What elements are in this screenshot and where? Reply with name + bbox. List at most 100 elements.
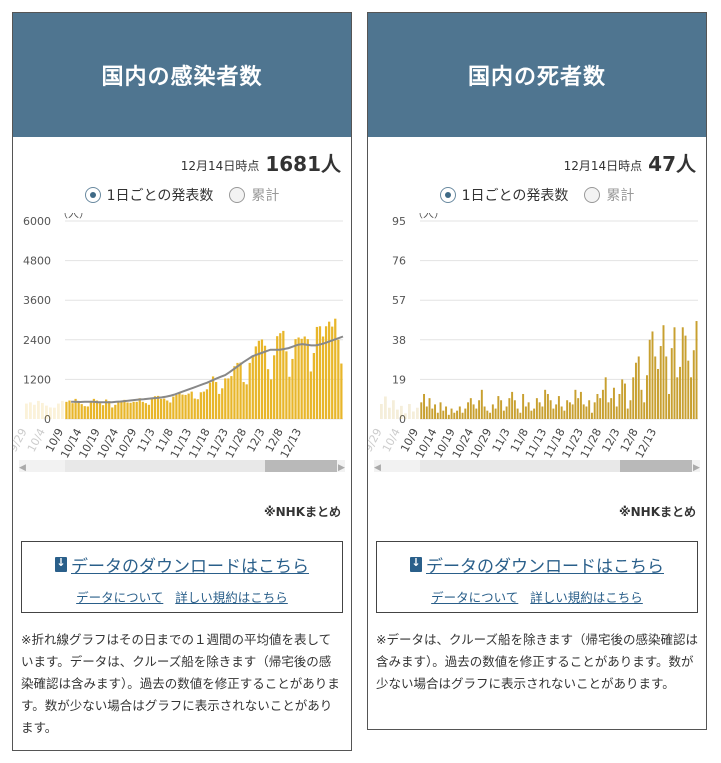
bar — [623, 383, 626, 419]
bar — [646, 375, 648, 419]
download-icon — [55, 556, 67, 572]
x-tick-label: 11/3 — [135, 426, 158, 454]
bar — [434, 404, 437, 419]
bar — [321, 336, 325, 419]
bar — [618, 393, 621, 419]
bar — [288, 376, 291, 419]
about-data-link[interactable]: データについて — [431, 590, 519, 605]
faded-bar — [53, 407, 56, 419]
bar — [557, 396, 560, 419]
bar — [193, 398, 196, 419]
bar — [472, 404, 475, 419]
bar — [670, 348, 673, 419]
bar — [632, 377, 635, 419]
bar — [654, 356, 657, 419]
y-tick-label: 1200 — [23, 373, 51, 386]
radio-cumulative[interactable]: 累計 — [229, 185, 279, 205]
bar — [502, 410, 505, 419]
bar — [681, 327, 684, 419]
bar — [552, 408, 555, 419]
footnote: ※データは、クルーズ船を除きます（帰宅後の感染確認は含みます）。過去の数値を修正… — [376, 632, 698, 691]
y-tick-label: 57 — [392, 294, 406, 307]
bar — [464, 408, 467, 419]
bar — [450, 408, 453, 419]
bar — [331, 326, 334, 419]
bar — [445, 406, 448, 419]
bar — [428, 398, 431, 419]
bar — [425, 406, 428, 419]
bar — [447, 414, 450, 419]
terms-link[interactable]: 詳しい規約はこちら — [175, 590, 288, 605]
download-link[interactable]: データのダウンロードはこちら — [377, 552, 697, 577]
bar — [610, 398, 613, 419]
radio-cumulative-label: 累計 — [606, 188, 635, 204]
bar — [285, 351, 288, 419]
bar — [684, 335, 687, 419]
bar — [230, 376, 233, 419]
faded-bar — [404, 413, 407, 419]
bar — [483, 406, 486, 419]
bar — [257, 340, 261, 419]
faded-bar — [49, 407, 52, 419]
bar — [453, 412, 456, 419]
bar — [178, 392, 181, 419]
bar — [563, 410, 566, 419]
bar — [585, 406, 588, 419]
bar — [138, 398, 141, 419]
faded-bar — [396, 409, 399, 419]
bar — [590, 412, 593, 419]
bar — [491, 404, 494, 419]
radio-daily-label: 1日ごとの発表数 — [106, 188, 214, 204]
deaths-chart-svg: 01938577695（人）9/2910/410/910/1410/1910/2… — [368, 213, 700, 473]
bar — [156, 395, 160, 419]
bar — [221, 388, 224, 419]
radio-daily[interactable]: 1日ごとの発表数 — [439, 185, 569, 205]
bar — [184, 394, 187, 419]
bar — [199, 392, 202, 419]
bar — [475, 408, 478, 419]
y-unit-label: （人） — [412, 213, 445, 220]
bar — [291, 358, 294, 419]
faded-bar — [33, 404, 36, 419]
download-link[interactable]: データのダウンロードはこちら — [22, 552, 342, 577]
bar — [607, 402, 610, 419]
y-tick-label: 3600 — [23, 294, 51, 307]
y-tick-label: 38 — [392, 334, 406, 347]
infections-panel: 国内の感染者数 12月14日時点 1681人 1日ごとの発表数 累計 0 1200 2… — [12, 12, 352, 751]
x-tick-label: 10/4 — [25, 426, 48, 454]
as-of-date: 12月14日時点 — [563, 159, 643, 173]
bar — [263, 345, 267, 419]
bar — [522, 393, 525, 419]
bar — [566, 400, 569, 419]
radio-daily[interactable]: 1日ごとの発表数 — [84, 185, 214, 205]
bar — [461, 412, 464, 419]
source-note: ※NHKまとめ — [263, 505, 341, 519]
bar — [439, 402, 442, 419]
terms-link[interactable]: 詳しい規約はこちら — [530, 590, 643, 605]
bar — [233, 366, 236, 419]
bar — [695, 321, 698, 419]
y-tick-label: 6000 — [23, 215, 51, 228]
bar — [626, 408, 629, 419]
infections-chart: 0 1200 2400 3600 4800 6000 （人） 9/29 10/4 10/9 10/1… — [13, 213, 351, 479]
radio-cumulative-label: 累計 — [251, 188, 280, 204]
bar — [456, 410, 459, 419]
about-data-link[interactable]: データについて — [76, 590, 164, 605]
sub-links: データについて 詳しい規約はこちら — [377, 587, 697, 606]
bar — [175, 394, 178, 419]
x-tick-label: 11/3 — [490, 426, 513, 454]
y-tick-label: 2400 — [23, 334, 51, 347]
radio-cumulative[interactable]: 累計 — [584, 185, 634, 205]
bar — [535, 398, 538, 419]
bar — [489, 412, 492, 419]
bar — [74, 398, 77, 419]
panel-title: 国内の死者数 — [368, 13, 706, 137]
radio-daily-label: 1日ごとの発表数 — [461, 188, 569, 204]
bar — [533, 408, 536, 419]
download-box: データのダウンロードはこちら データについて 詳しい規約はこちら — [21, 541, 343, 613]
bar — [144, 403, 147, 419]
bar — [65, 401, 68, 419]
faded-bar — [57, 403, 60, 419]
bar — [657, 368, 659, 419]
bar — [659, 346, 662, 419]
